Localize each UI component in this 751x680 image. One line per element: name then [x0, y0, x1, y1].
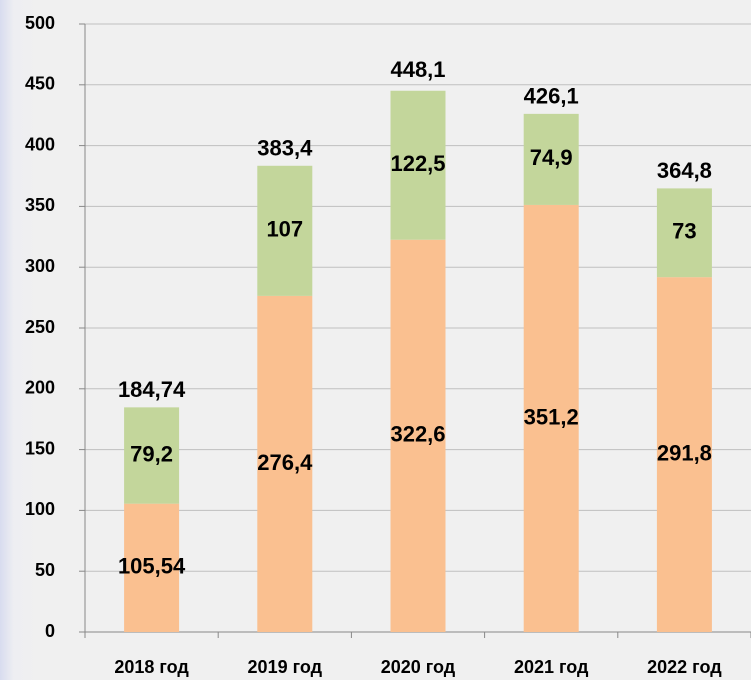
y-tick-label: 500 [25, 13, 55, 33]
total-label: 383,4 [257, 136, 313, 161]
bar-segment [257, 295, 313, 632]
y-tick-label: 50 [35, 560, 55, 580]
y-tick-label: 100 [25, 499, 55, 519]
bar-segment [390, 90, 446, 240]
bar-segment [523, 113, 579, 205]
y-tick-label: 150 [25, 438, 55, 458]
data-label: 73 [672, 219, 696, 244]
bar-segment [124, 407, 180, 504]
bar-segment [656, 277, 712, 632]
total-label: 448,1 [390, 57, 445, 82]
y-tick-label: 200 [25, 378, 55, 398]
data-label: 107 [266, 217, 303, 242]
data-label: 322,6 [390, 422, 445, 447]
bar-segment [257, 165, 313, 296]
bar-segment [390, 239, 446, 633]
data-label: 276,4 [257, 450, 313, 475]
data-label: 351,2 [524, 404, 579, 429]
y-tick-label: 450 [25, 74, 55, 94]
total-label: 364,8 [657, 158, 712, 183]
bar-segment [656, 188, 712, 278]
data-label: 79,2 [130, 441, 173, 466]
total-label: 184,74 [118, 377, 186, 402]
x-tick-label: 2019 год [248, 657, 323, 677]
data-label: 291,8 [657, 440, 712, 465]
data-label: 74,9 [530, 145, 573, 170]
x-tick-label: 2021 год [514, 657, 589, 677]
y-tick-label: 300 [25, 256, 55, 276]
bar-segment [523, 204, 579, 632]
y-tick-label: 400 [25, 134, 55, 154]
x-tick-label: 2020 год [381, 657, 456, 677]
bar-segment [124, 503, 180, 632]
y-tick-label: 350 [25, 195, 55, 215]
y-tick-label: 250 [25, 317, 55, 337]
data-label: 122,5 [390, 151, 445, 176]
x-tick-label: 2018 год [114, 657, 189, 677]
total-label: 426,1 [524, 84, 579, 109]
x-tick-label: 2022 год [647, 657, 722, 677]
data-label: 105,54 [118, 554, 186, 579]
y-tick-label: 0 [45, 621, 55, 641]
